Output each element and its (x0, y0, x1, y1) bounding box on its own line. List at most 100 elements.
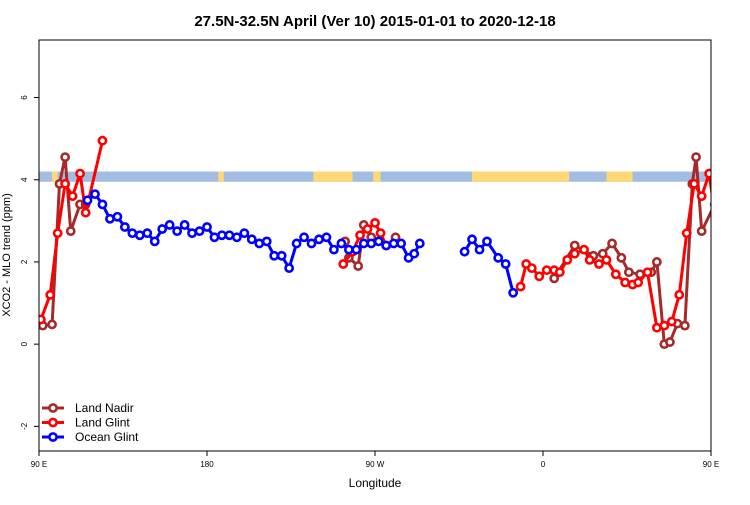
data-point-ocean-glint (500, 259, 511, 269)
data-point-ocean-glint (142, 228, 153, 239)
data-point-ocean-glint (409, 248, 420, 259)
y-axis-label: XCO2 - MLO trend (ppm) (1, 193, 13, 316)
data-point-ocean-glint (306, 238, 317, 249)
legend-label: Land Nadir (75, 401, 134, 415)
data-point-ocean-glint (209, 232, 220, 243)
x-tick-label: 180 (200, 460, 214, 469)
data-point-ocean-glint (187, 228, 197, 239)
y-tick-label: 6 (20, 95, 29, 100)
series-ocean-glint (82, 189, 750, 298)
data-point-ocean-glint (261, 236, 272, 247)
data-point-land-nadir (679, 320, 690, 331)
data-point-ocean-glint (119, 222, 130, 232)
data-point-land-nadir (353, 261, 364, 271)
data-point-land-glint (541, 265, 552, 276)
x-axis: 90 E 180 90 W 0 90 E (31, 451, 719, 469)
data-point-ocean-glint (508, 287, 519, 298)
data-point-land-glint (370, 217, 380, 228)
data-point-ocean-glint (482, 236, 492, 247)
data-point-land-nadir (47, 319, 57, 330)
data-point-land-glint (704, 168, 711, 179)
y-axis: -2 0 2 4 6 (20, 95, 39, 430)
land-segment (313, 171, 353, 182)
data-point-land-glint (601, 254, 612, 265)
data-point-ocean-glint (284, 263, 295, 274)
data-point-ocean-glint (459, 246, 470, 257)
data-point-land-nadir (60, 152, 71, 163)
data-point-ocean-glint (351, 244, 362, 255)
data-point-land-glint (674, 289, 685, 300)
data-point-ocean-glint (735, 215, 742, 222)
legend-item-land-glint: Land Glint (42, 416, 130, 430)
series-line-land-glint (39, 140, 104, 321)
data-point-ocean-glint (743, 213, 750, 220)
legend-item-ocean-glint: Ocean Glint (42, 430, 139, 444)
data-point-land-glint (666, 316, 677, 327)
data-point-ocean-glint (276, 250, 287, 261)
data-point-land-glint (562, 254, 573, 265)
data-point-land-glint (584, 254, 595, 265)
data-point-land-glint (45, 289, 56, 300)
data-point-land-glint (362, 224, 373, 234)
data-point-ocean-glint (179, 220, 190, 230)
y-tick-label: 0 (20, 341, 29, 346)
data-point-ocean-glint (358, 238, 369, 249)
data-point-land-glint (642, 267, 653, 278)
data-point-ocean-glint (90, 189, 100, 200)
data-point-ocean-glint (231, 232, 242, 243)
data-point-land-glint (633, 277, 644, 288)
data-point-ocean-glint (343, 244, 354, 255)
land-segment (606, 171, 633, 182)
land-segment (472, 171, 570, 182)
data-point-land-glint (620, 277, 631, 288)
series-layer (39, 135, 750, 350)
data-point-ocean-glint (194, 226, 205, 237)
data-point-land-glint (534, 271, 545, 282)
data-point-ocean-glint (134, 230, 145, 241)
land-segment (373, 171, 381, 182)
data-point-ocean-glint (269, 250, 280, 261)
data-point-ocean-glint (373, 236, 384, 247)
y-tick-label: 2 (20, 259, 29, 264)
data-point-land-glint (67, 191, 78, 202)
data-point-ocean-glint (291, 238, 302, 249)
data-point-ocean-glint (217, 230, 227, 241)
data-point-ocean-glint (149, 236, 160, 247)
data-point-ocean-glint (414, 238, 425, 249)
data-point-ocean-glint (82, 195, 93, 206)
data-point-ocean-glint (105, 213, 115, 224)
data-point-ocean-glint (254, 238, 265, 249)
data-point-ocean-glint (474, 244, 485, 255)
data-point-land-glint (52, 228, 63, 239)
data-point-ocean-glint (713, 197, 720, 204)
series-land-nadir (39, 152, 711, 350)
x-axis-label: Longitude (349, 476, 402, 490)
data-point-land-glint (610, 269, 621, 280)
data-point-ocean-glint (728, 201, 735, 208)
land-segment (52, 171, 58, 182)
x-tick-label: 90 E (703, 460, 719, 469)
data-point-land-nadir (709, 201, 711, 208)
series-land-glint (39, 135, 711, 333)
data-point-land-glint (355, 230, 365, 241)
data-point-land-glint (39, 314, 46, 325)
data-point-land-nadir (607, 238, 617, 249)
x-tick-label: 0 (541, 460, 546, 469)
data-point-land-glint (659, 320, 670, 331)
y-tick-label: -2 (20, 422, 29, 430)
data-point-ocean-glint (112, 211, 123, 222)
data-point-land-nadir (691, 152, 701, 163)
data-point-ocean-glint (299, 232, 309, 243)
data-point-land-nadir (651, 257, 662, 267)
data-point-ocean-glint (224, 230, 235, 241)
data-point-ocean-glint (388, 238, 399, 249)
data-point-ocean-glint (720, 191, 727, 198)
data-point-land-glint (515, 281, 526, 292)
legend-swatch-marker (48, 432, 58, 442)
data-point-land-nadir (623, 267, 634, 278)
data-point-land-glint (80, 207, 91, 218)
land-ocean-strip (39, 171, 711, 182)
data-point-land-glint (554, 267, 565, 278)
data-point-land-nadir (65, 226, 76, 237)
